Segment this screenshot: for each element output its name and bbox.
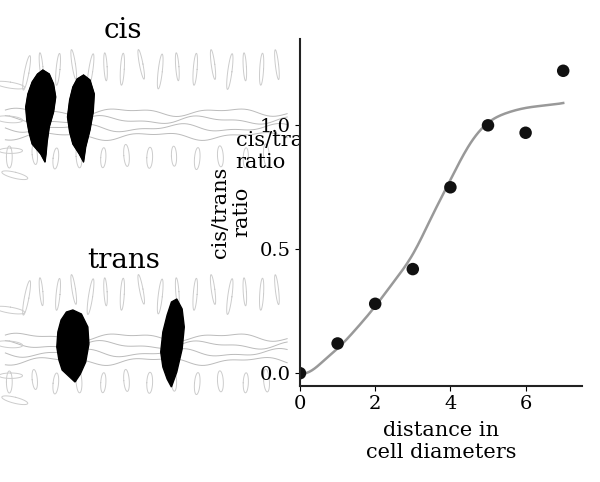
Text: trans: trans [87,247,160,274]
Point [295,369,305,377]
Polygon shape [57,310,89,382]
Point [446,184,455,191]
X-axis label: distance in
cell diameters: distance in cell diameters [366,421,516,462]
Point [521,129,530,136]
Point [483,121,493,129]
Y-axis label: cis/trans
ratio: cis/trans ratio [211,166,251,258]
Polygon shape [67,75,94,162]
Polygon shape [161,299,184,387]
Text: cis: cis [104,17,142,44]
Text: cis/trans
ratio: cis/trans ratio [236,132,327,173]
Point [408,265,418,273]
Polygon shape [26,70,56,162]
Point [370,300,380,308]
Point [559,67,568,75]
Point [333,340,343,348]
